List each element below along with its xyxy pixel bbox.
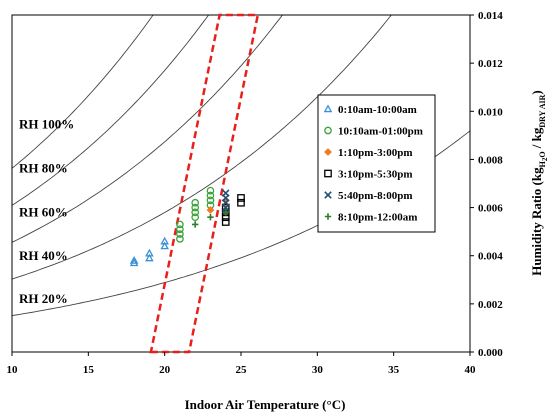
comfort-zone (149, 13, 260, 354)
legend-marker (323, 104, 333, 113)
rh-label: RH 60% (19, 204, 68, 219)
y-tick-label: 0.006 (478, 203, 503, 215)
x-tick-label: 10 (7, 364, 19, 376)
data-point (145, 253, 154, 262)
data-point (206, 186, 215, 195)
data-point (191, 198, 200, 207)
y-tick-label: 0.010 (478, 106, 503, 118)
data-point (191, 213, 200, 222)
data-point (176, 230, 184, 238)
legend: 0:10am-10:00am 10:10am-01:00pm 1:10pm-3:00… (317, 94, 436, 233)
rh-label: RH 80% (19, 161, 68, 176)
data-point (160, 241, 169, 250)
rh-curve (12, 15, 392, 280)
x-tick-label: 30 (312, 364, 324, 376)
comfort-zone-outline (149, 13, 260, 354)
y-tick-label: 0.004 (478, 251, 503, 263)
data-point (221, 218, 230, 226)
x-axis-title: Indoor Air Temperature (°C) (185, 397, 346, 412)
x-tick-label: 25 (236, 364, 248, 376)
data-point (237, 198, 245, 207)
rh-label: RH 20% (19, 291, 68, 306)
data-point (176, 235, 184, 243)
x-tick-label: 15 (83, 364, 95, 376)
legend-label: 1:10pm-3:00pm (338, 147, 413, 159)
rh-curve (12, 15, 284, 243)
data-point (160, 236, 169, 245)
rh-label: RH 40% (19, 248, 68, 263)
legend-marker (324, 169, 332, 178)
data-point (191, 203, 200, 212)
legend-marker (324, 126, 332, 135)
data-point (145, 248, 154, 257)
legend-label: 0:10am-10:00am (338, 104, 417, 116)
legend-box (317, 94, 436, 233)
y-tick-label: 0.012 (478, 58, 503, 70)
data-point (176, 225, 184, 234)
x-tick-label: 20 (159, 364, 171, 376)
rh-label: RH 100% (19, 117, 74, 132)
legend-label: 5:40pm-8:00pm (338, 190, 413, 202)
data-point (221, 189, 230, 197)
y-tick-label: 0.000 (478, 347, 503, 359)
x-tick-label: 40 (465, 364, 477, 376)
y-tick-label: 0.014 (478, 10, 503, 22)
legend-marker (324, 148, 332, 156)
data-point (206, 206, 215, 214)
legend-label: 3:10pm-5:30pm (338, 169, 413, 181)
data-point (192, 221, 199, 228)
data-point (191, 208, 200, 217)
data-point (206, 191, 215, 200)
data-point (176, 220, 184, 229)
legend-label: 8:10pm-12:00am (338, 212, 417, 224)
data-point (129, 255, 139, 264)
legend-marker (324, 213, 332, 220)
y-axis-ticks: 0.000 0.002 0.004 0.006 0.008 0.010 0.012 0.014 (470, 10, 503, 359)
legend-marker (324, 191, 332, 199)
data-point (237, 194, 245, 202)
rh-curve (12, 15, 210, 206)
data-point (222, 209, 229, 216)
rh-curve (12, 15, 154, 169)
legend-label: 10:10am-01:00pm (338, 126, 423, 138)
y-axis-title: Humidity Ratio (kgH2O / kgDRY AIR) (529, 90, 549, 275)
x-tick-label: 35 (388, 364, 400, 376)
y-tick-label: 0.002 (478, 299, 503, 311)
x-axis-ticks: 10 15 20 25 30 35 40 (7, 352, 477, 376)
data-point (206, 196, 215, 205)
data-points (129, 186, 245, 267)
data-point (207, 214, 214, 221)
rh-labels: RH 20% RH 40% RH 60% RH 80% RH 100% (19, 117, 74, 306)
y-tick-label: 0.008 (478, 154, 503, 166)
